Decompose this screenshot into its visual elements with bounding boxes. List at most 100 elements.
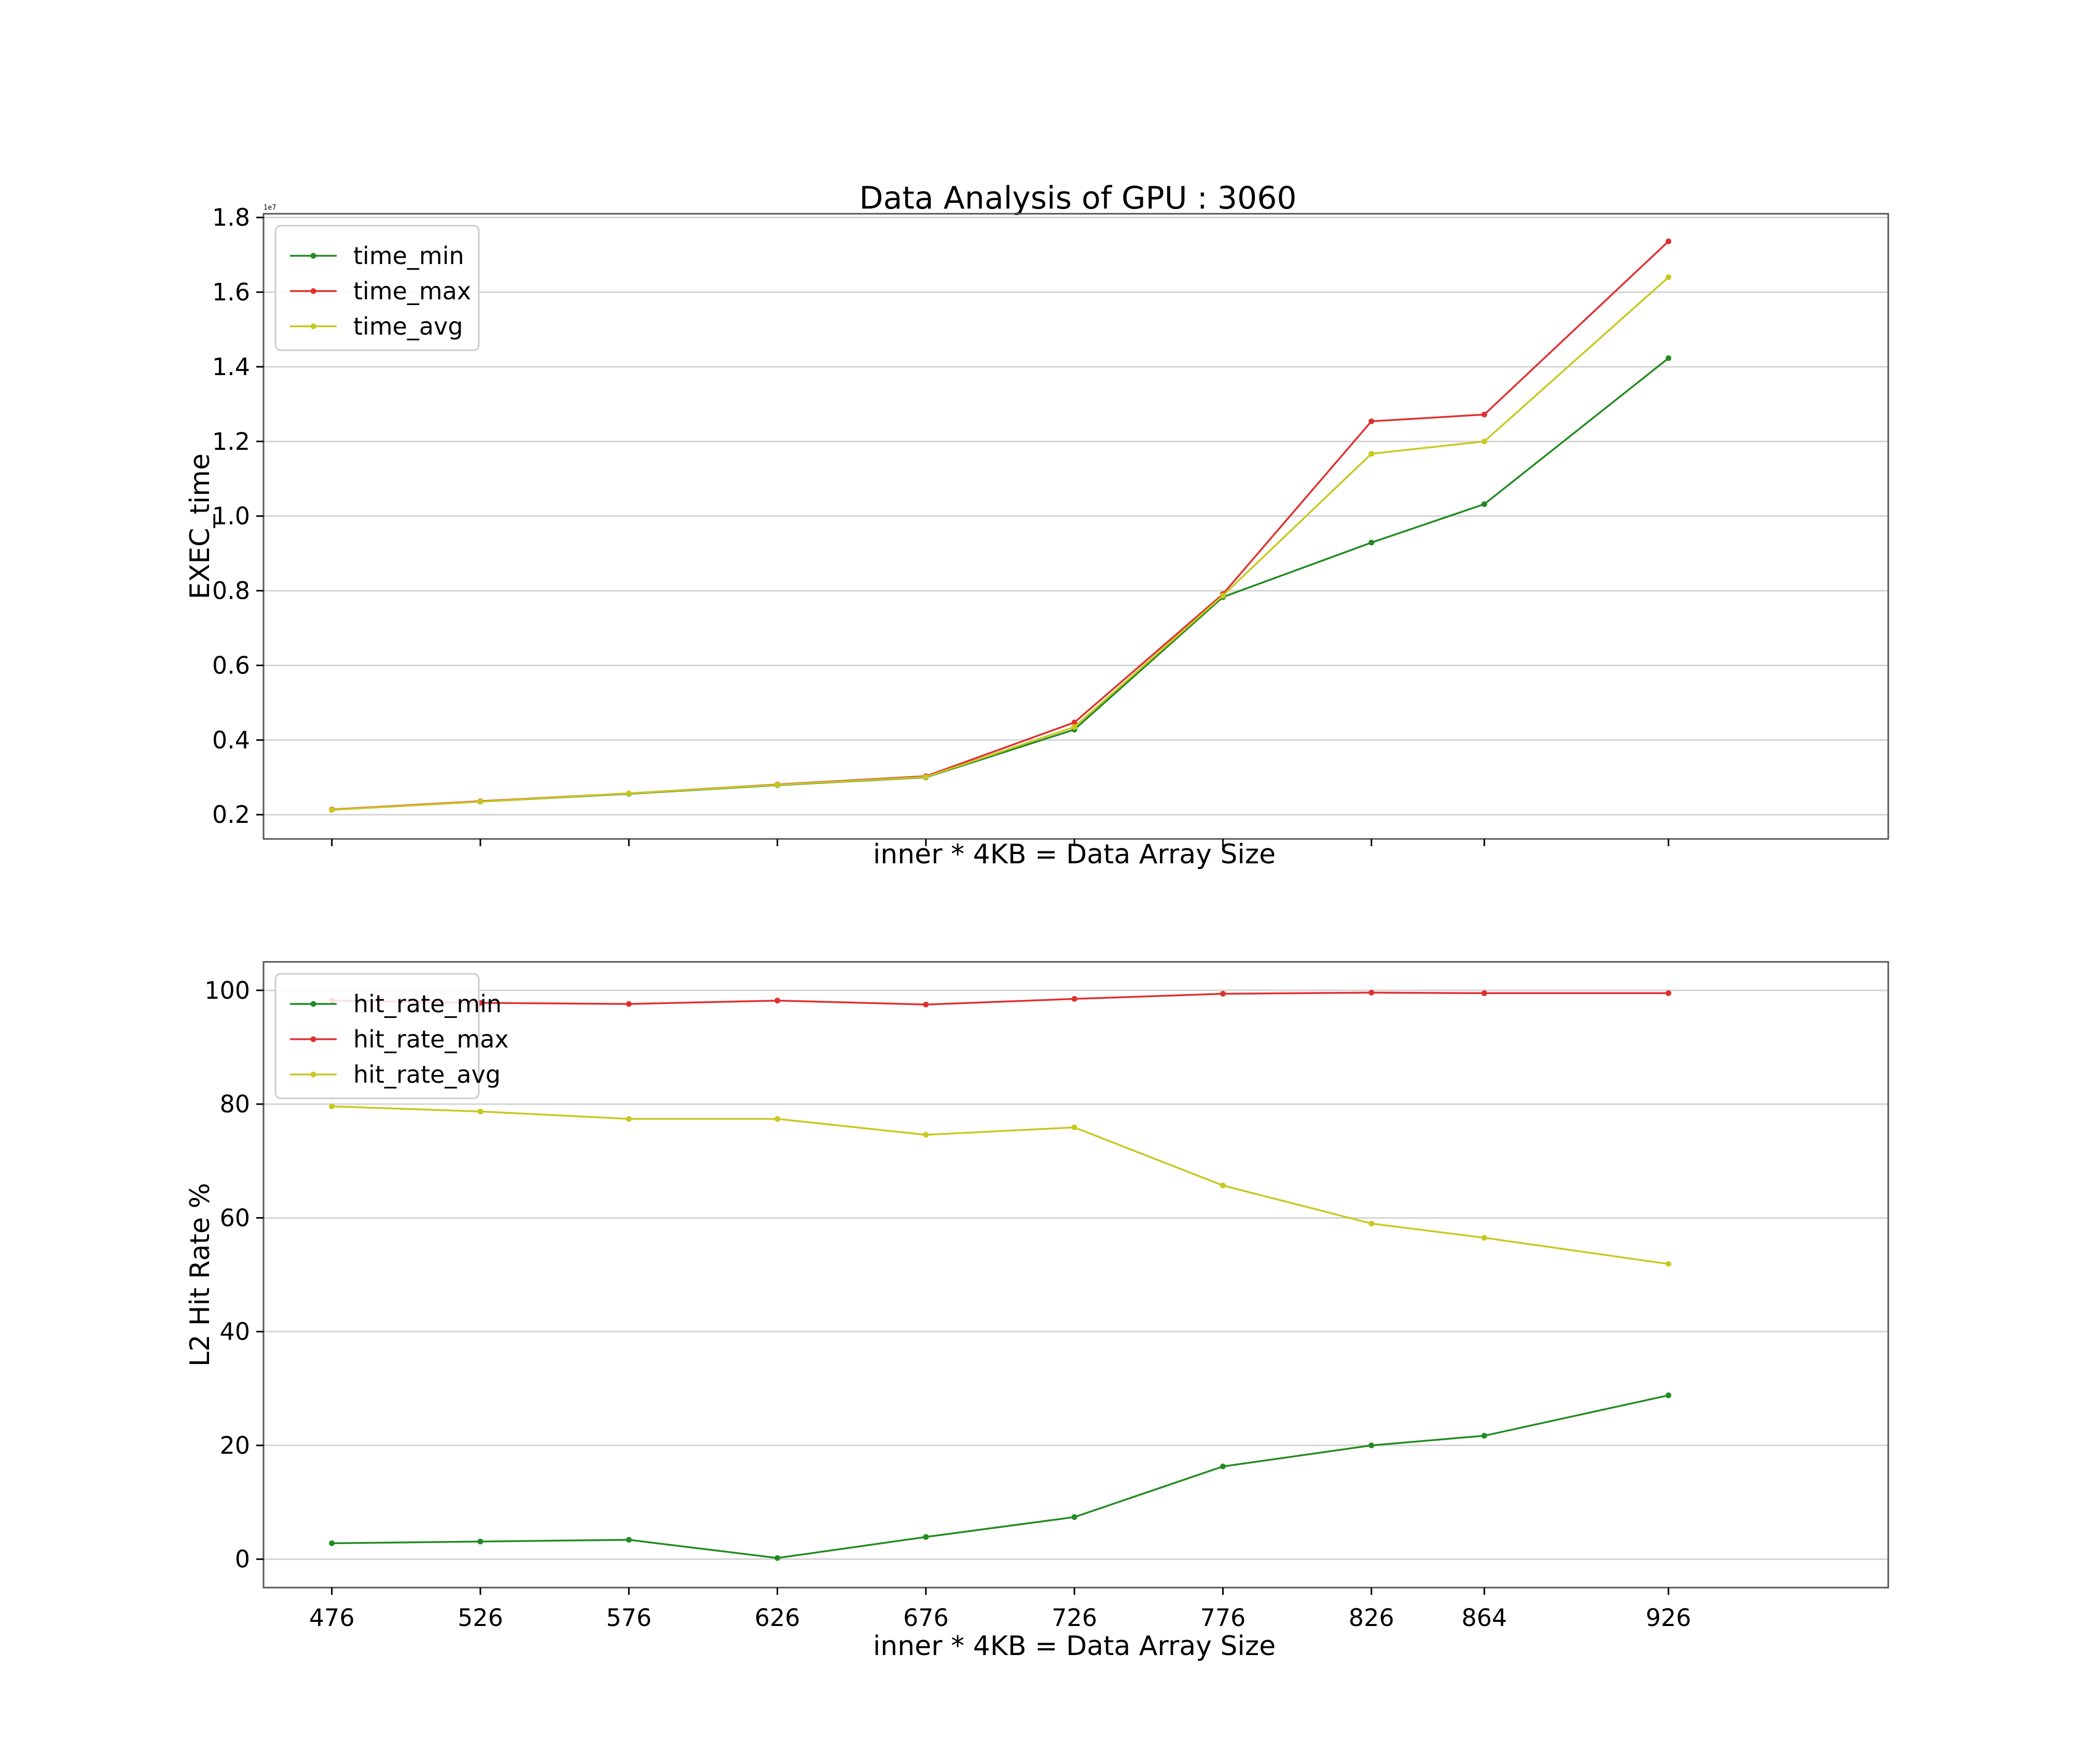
data-point-time-max-864: [1481, 411, 1487, 418]
data-point-hit-rate-max-826: [1368, 989, 1375, 996]
data-point-hit-rate-avg-926: [1665, 1261, 1671, 1267]
data-point-hit-rate-avg-776: [1220, 1182, 1226, 1189]
data-point-time-avg-776: [1220, 592, 1226, 599]
x-axis-label: inner * 4KB = Data Array Size: [873, 1631, 1276, 1662]
y-tick-label-60: 60: [219, 1204, 250, 1232]
y-tick-label-1-0: 1.0: [212, 502, 250, 530]
legend-box: [274, 973, 480, 1099]
exec-time-chart: 0.2 0.4 0.6 0.8 1.0 1.2 1.4 1.6 1.8 1e7 inner * 4K…: [185, 203, 1889, 870]
y-tick-label-20: 20: [219, 1431, 250, 1459]
y-tick-label-0: 0: [235, 1545, 250, 1573]
data-point-hit-rate-max-626: [774, 998, 781, 1004]
y-tick-label-1-6: 1.6: [212, 278, 250, 306]
data-point-hit-rate-max-576: [626, 1001, 632, 1007]
y-axis-label: EXEC_time: [185, 453, 216, 599]
data-point-time-min-926: [1665, 355, 1671, 361]
legend-marker-time-avg: [310, 323, 316, 329]
x-tick-label-926: 926: [1645, 1604, 1691, 1632]
x-tick-label-776: 776: [1200, 1604, 1246, 1632]
data-point-hit-rate-avg-826: [1368, 1220, 1375, 1226]
legend-entry-hit-rate-min: hit_rate_min: [353, 990, 502, 1018]
legend-marker-time-min: [310, 253, 316, 259]
y-tick-label-1-8: 1.8: [212, 203, 250, 231]
data-point-hit-rate-min-526: [477, 1538, 483, 1545]
data-point-hit-rate-avg-676: [923, 1132, 929, 1138]
data-point-time-max-926: [1665, 238, 1671, 244]
y-tick-label-0-6: 0.6: [212, 651, 250, 679]
x-tick-label-864: 864: [1461, 1604, 1507, 1632]
legend-marker-hit-rate-min: [310, 1001, 316, 1007]
y-tick-label-80: 80: [219, 1090, 250, 1118]
legend-marker-time-max: [310, 288, 316, 294]
series-time-min: [329, 355, 1671, 813]
x-tick-label-626: 626: [755, 1604, 800, 1632]
data-point-hit-rate-avg-726: [1071, 1124, 1077, 1131]
data-point-hit-rate-max-726: [1071, 996, 1077, 1002]
data-point-time-min-826: [1368, 540, 1375, 546]
data-point-hit-rate-min-626: [774, 1555, 781, 1561]
data-point-hit-rate-min-776: [1220, 1463, 1226, 1469]
data-point-time-avg-864: [1481, 438, 1487, 445]
data-point-time-min-864: [1481, 501, 1487, 507]
x-tick-label-526: 526: [458, 1604, 503, 1632]
series-hit-rate-max: [329, 989, 1671, 1008]
data-point-hit-rate-min-676: [923, 1534, 929, 1540]
data-point-time-avg-476: [329, 807, 335, 813]
data-point-hit-rate-min-826: [1368, 1442, 1375, 1449]
legend-entry-time-min: time_min: [353, 242, 464, 270]
legend-entry-hit-rate-avg: hit_rate_avg: [353, 1060, 501, 1088]
x-axis-label: inner * 4KB = Data Array Size: [873, 839, 1276, 870]
y-tick-label-0-4: 0.4: [212, 726, 250, 754]
x-tick-label-476: 476: [309, 1604, 355, 1632]
series-time-max: [329, 238, 1671, 812]
legend-marker-hit-rate-max: [310, 1036, 316, 1042]
data-point-time-max-826: [1368, 418, 1375, 424]
data-point-hit-rate-min-726: [1071, 1514, 1077, 1520]
data-point-hit-rate-avg-864: [1481, 1235, 1487, 1241]
y-tick-label-100: 100: [204, 976, 250, 1004]
x-tick-label-826: 826: [1349, 1604, 1394, 1632]
plot-frame: [262, 961, 1889, 1589]
x-tick-label-726: 726: [1052, 1604, 1097, 1632]
x-tick-label-576: 576: [606, 1604, 652, 1632]
data-point-hit-rate-max-926: [1665, 990, 1671, 996]
y-tick-label-40: 40: [219, 1318, 250, 1346]
data-point-time-avg-826: [1368, 451, 1375, 457]
data-point-time-avg-926: [1665, 274, 1671, 280]
y-tick-label-1-4: 1.4: [212, 353, 250, 381]
plot-frame: [262, 213, 1889, 840]
y-axis-label: L2 Hit Rate %: [185, 1183, 216, 1367]
data-point-time-avg-626: [774, 782, 781, 788]
data-point-time-avg-676: [923, 774, 929, 780]
series-line-time-max: [331, 240, 1669, 810]
data-point-hit-rate-min-864: [1481, 1432, 1487, 1439]
legend: time_min time_max time_avg: [274, 225, 480, 351]
data-point-hit-rate-avg-476: [329, 1103, 335, 1109]
x-tick-label-676: 676: [903, 1604, 949, 1632]
data-point-hit-rate-avg-526: [477, 1108, 483, 1114]
data-point-hit-rate-min-576: [626, 1537, 632, 1543]
legend-entry-hit-rate-max: hit_rate_max: [353, 1025, 509, 1053]
series-line-hit-rate-avg: [331, 1105, 1669, 1265]
series-line-time-avg: [331, 276, 1669, 811]
data-point-hit-rate-min-926: [1665, 1392, 1671, 1398]
data-point-time-avg-526: [477, 798, 483, 805]
hit-rate-chart: 0 20 40 60 80 100 476 526 576 626 676 726 776 826 864 9…: [185, 961, 1889, 1662]
series-hit-rate-avg: [329, 1103, 1671, 1267]
data-point-hit-rate-max-776: [1220, 990, 1226, 997]
legend-marker-hit-rate-avg: [310, 1071, 316, 1078]
data-point-time-avg-726: [1071, 724, 1077, 730]
figure-title: Data Analysis of GPU : 3060: [859, 180, 1296, 216]
y-scale-label: 1e7: [264, 204, 276, 212]
data-point-hit-rate-min-476: [329, 1540, 335, 1546]
y-tick-label-0-8: 0.8: [212, 577, 250, 605]
data-point-hit-rate-max-676: [923, 1001, 929, 1008]
legend-entry-time-avg: time_avg: [353, 312, 463, 340]
data-point-hit-rate-avg-576: [626, 1116, 632, 1122]
data-point-time-avg-576: [626, 790, 632, 796]
series-line-hit-rate-min: [331, 1394, 1669, 1559]
data-point-time-max-726: [1071, 720, 1077, 726]
series-hit-rate-min: [329, 1392, 1671, 1561]
legend-box: [274, 225, 480, 351]
